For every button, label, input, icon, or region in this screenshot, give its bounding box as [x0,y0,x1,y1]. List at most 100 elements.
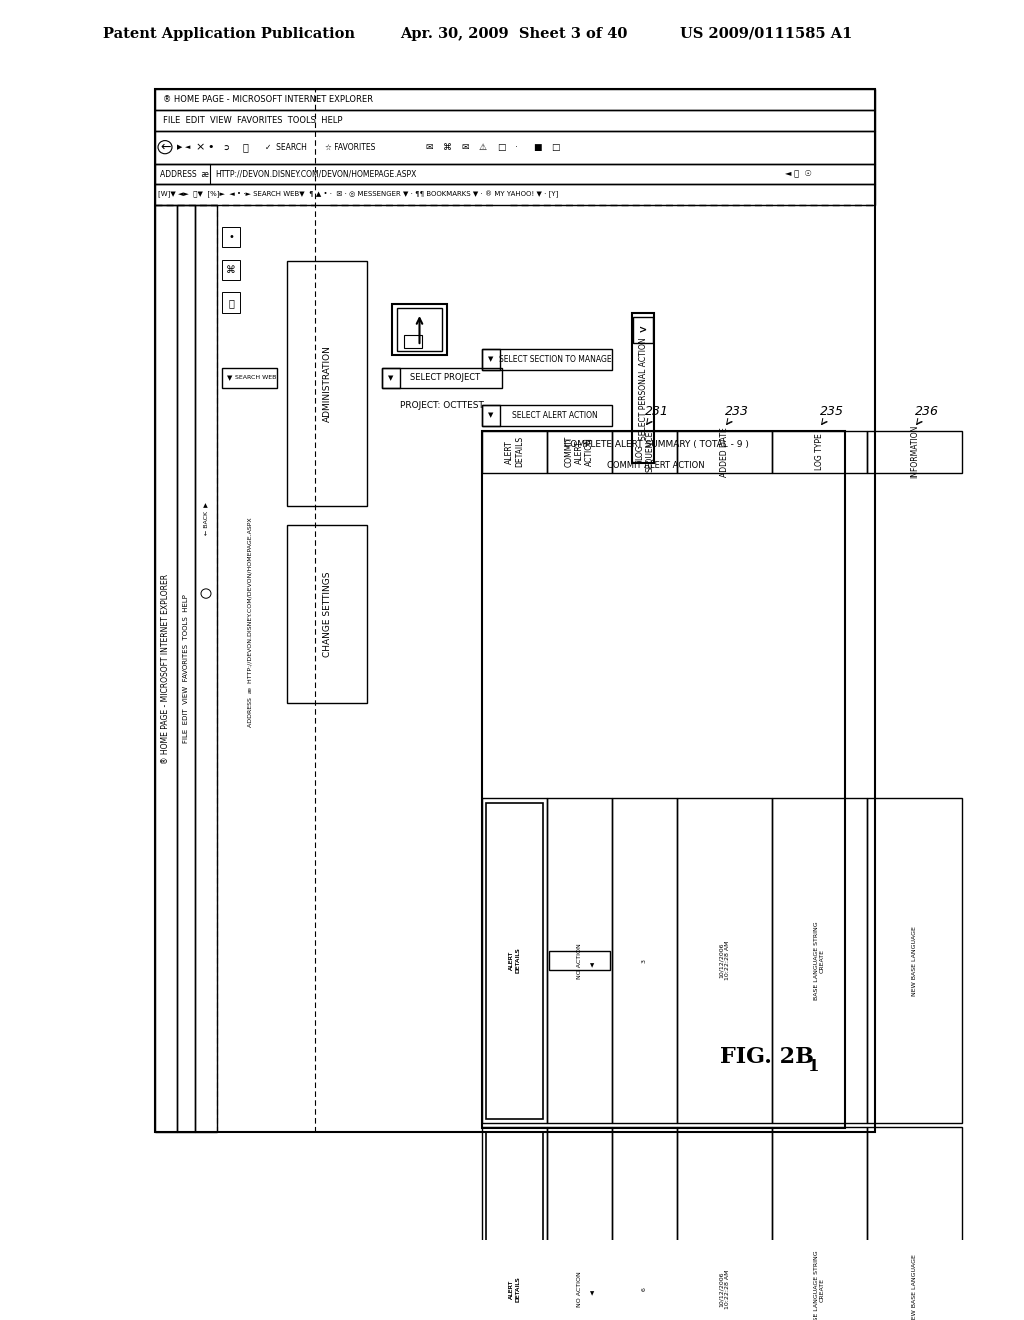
Bar [677,799,772,1123]
Bar [155,164,874,185]
Bar [482,348,612,370]
Text: ▼: ▼ [488,356,494,362]
Text: 236: 236 [914,405,939,418]
Bar [633,317,653,343]
Text: ×: × [195,143,205,152]
Bar [867,1127,962,1320]
Text: 10/12/2006
10:22:28 AM: 10/12/2006 10:22:28 AM [719,941,730,981]
Bar [155,205,177,1133]
Text: ■: ■ [534,143,542,152]
Bar [549,952,610,970]
Bar [612,1127,677,1320]
Bar [482,348,500,370]
Text: FIG. 2B: FIG. 2B [720,1047,814,1068]
Text: ADDRESS  æ  HTTP://DEVON.DISNEY.COM/DEVON/HOMEPAGE.ASPX: ADDRESS æ HTTP://DEVON.DISNEY.COM/DEVON/… [247,517,252,726]
Text: ALERT
DETAILS: ALERT DETAILS [509,948,520,973]
Text: ALERT
DETAILS: ALERT DETAILS [509,1276,520,1303]
Text: SEARCH WEB: SEARCH WEB [234,375,276,380]
Text: □: □ [497,143,506,152]
Text: Patent Application Publication: Patent Application Publication [103,26,355,41]
Bar [177,205,195,1133]
Text: ✉: ✉ [461,143,469,152]
Text: ☆ FAVORITES: ☆ FAVORITES [325,143,376,152]
Bar [287,261,367,506]
Text: 231: 231 [644,405,669,418]
Text: ® HOME PAGE - MICROSOFT INTERNET EXPLORER: ® HOME PAGE - MICROSOFT INTERNET EXPLORE… [163,95,373,104]
Bar [612,430,677,473]
Text: LOG TYPE: LOG TYPE [815,433,824,470]
Text: ⌘: ⌘ [443,143,452,152]
Bar [482,405,500,426]
Bar [632,313,654,463]
Text: COMMIT ALERT ACTION: COMMIT ALERT ACTION [607,461,705,470]
Text: ▼: ▼ [590,1292,594,1296]
Text: HTTP://DEVON.DISNEY.COM/DEVON/HOMEPAGE.ASPX: HTTP://DEVON.DISNEY.COM/DEVON/HOMEPAGE.A… [215,169,417,178]
Bar [482,430,845,1127]
Text: INFORMATION: INFORMATION [910,425,919,478]
Text: ← BACK  ▶: ← BACK ▶ [204,502,209,535]
Text: BASE LANGUAGE STRING
CREATE: BASE LANGUAGE STRING CREATE [814,1250,825,1320]
Bar [222,260,240,280]
Bar [772,430,867,473]
Text: SELECT PERSONAL ACTION: SELECT PERSONAL ACTION [639,337,647,440]
Bar [382,368,400,388]
Text: ALERT
DETAILS: ALERT DETAILS [505,436,524,467]
Text: ALERT
DETAILS: ALERT DETAILS [509,1276,520,1303]
Bar [867,799,962,1123]
Bar [155,90,874,110]
Text: ✉: ✉ [425,143,432,152]
Bar [677,1127,772,1320]
Bar [677,430,772,473]
Bar [155,164,210,185]
Text: ▼: ▼ [488,413,494,418]
Text: Apr. 30, 2009  Sheet 3 of 40: Apr. 30, 2009 Sheet 3 of 40 [400,26,628,41]
Bar [549,1280,610,1299]
Text: ▼: ▼ [590,962,594,968]
Text: BASE LANGUAGE STRING
CREATE: BASE LANGUAGE STRING CREATE [814,921,825,1001]
Text: ⚠: ⚠ [479,143,487,152]
Text: SELECT ALERT ACTION: SELECT ALERT ACTION [512,411,598,420]
Text: 233: 233 [725,405,749,418]
Text: ® HOME PAGE - MICROSOFT INTERNET EXPLORER: ® HOME PAGE - MICROSOFT INTERNET EXPLORE… [162,574,171,764]
Text: CHANGE SETTINGS: CHANGE SETTINGS [323,572,332,656]
Bar [612,799,677,1123]
Bar [222,368,278,388]
Text: 1: 1 [808,1059,819,1074]
Bar [486,803,543,1118]
Bar [404,335,422,348]
Text: •: • [207,143,213,152]
Text: ✓  SEARCH: ✓ SEARCH [265,143,307,152]
Bar [482,1127,547,1320]
Text: ▼: ▼ [227,375,232,381]
Text: 10/12/2006
10:22:28 AM: 10/12/2006 10:22:28 AM [719,1270,730,1309]
Bar [155,131,874,164]
Bar [195,205,217,1133]
Bar [772,1127,867,1320]
Text: FILE  EDIT  VIEW  FAVORITES  TOOLS  HELP: FILE EDIT VIEW FAVORITES TOOLS HELP [163,116,342,125]
Text: NEW BASE LANGUAGE: NEW BASE LANGUAGE [912,1254,918,1320]
Bar [867,430,962,473]
Bar [397,309,442,351]
Text: ←: ← [160,141,171,153]
Bar [772,799,867,1123]
Text: ADDED DATE: ADDED DATE [720,426,729,477]
Text: ·: · [515,143,518,152]
Bar [547,799,612,1123]
Text: ▶: ▶ [177,144,182,150]
Text: SELECT SECTION TO MANAGE: SELECT SECTION TO MANAGE [499,355,611,364]
Text: 6: 6 [642,1287,647,1291]
Text: COMMIT
ALERT
ACTION: COMMIT ALERT ACTION [564,436,594,467]
Bar [155,90,874,1133]
Text: ➲: ➲ [223,143,230,152]
Bar [155,185,874,205]
Bar [222,227,240,247]
Bar [222,293,240,313]
Text: 3: 3 [642,958,647,962]
Text: US 2009/0111585 A1: US 2009/0111585 A1 [680,26,852,41]
Text: FILE  EDIT  VIEW  FAVORITES  TOOLS  HELP: FILE EDIT VIEW FAVORITES TOOLS HELP [183,594,189,743]
Text: ▼: ▼ [388,375,393,381]
Bar [486,1131,543,1320]
Bar [547,430,612,473]
Text: □: □ [551,143,559,152]
Text: ⌕: ⌕ [243,143,249,152]
